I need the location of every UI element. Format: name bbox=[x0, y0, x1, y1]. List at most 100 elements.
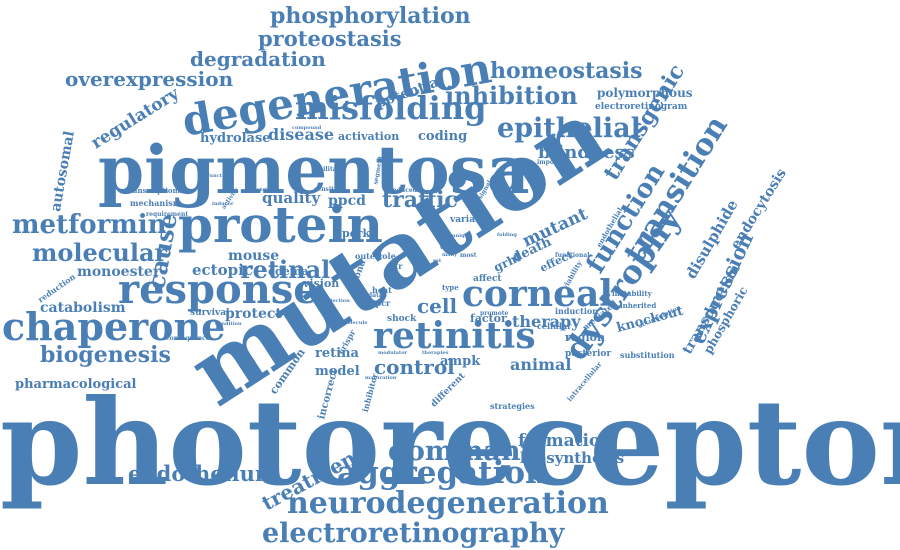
word-outer: outer bbox=[355, 250, 380, 261]
word-transcriptional: transcriptional bbox=[126, 186, 185, 196]
word-dysfunction: dysfunction bbox=[198, 173, 231, 179]
word-activation: activation bbox=[338, 130, 400, 144]
word-survival: survival bbox=[190, 307, 230, 318]
word-induced: induced bbox=[390, 187, 417, 195]
word-substitution: substitution bbox=[620, 349, 675, 360]
word-quality: quality bbox=[262, 189, 321, 207]
word-electroretinogram: electroretinogram bbox=[595, 101, 688, 112]
word-electroretinography: electroretinography bbox=[262, 518, 565, 550]
word-therapies: therapies bbox=[422, 350, 449, 356]
word-region: region bbox=[565, 331, 605, 345]
word-monoester: monoester bbox=[77, 263, 161, 280]
word-photoreceptor: photoreceptor bbox=[0, 372, 900, 512]
word-mouse: mouse bbox=[228, 247, 280, 264]
word-biogenesis: biogenesis bbox=[40, 342, 171, 369]
word-unique: unique bbox=[452, 233, 472, 239]
word-disease: disease bbox=[268, 125, 335, 145]
word-retinitis: retinitis bbox=[373, 315, 536, 358]
word-sensitive: sensitive bbox=[314, 186, 344, 194]
word-ampk: ampk bbox=[440, 353, 481, 369]
word-cellular: cellular bbox=[537, 320, 572, 331]
word-reduction: reduction bbox=[35, 270, 78, 305]
word-instability: instability bbox=[612, 289, 652, 299]
word-injection: injection bbox=[325, 298, 350, 304]
word-autosomal: autosomal bbox=[47, 129, 78, 213]
word-vision: vision bbox=[303, 277, 340, 291]
word-endothelium: endothelium bbox=[128, 461, 278, 487]
word-ppcd: ppcd bbox=[328, 192, 366, 209]
word-biosynthesis: biosynthesis bbox=[520, 449, 625, 467]
word-phosphorylation: phosphorylation bbox=[270, 3, 471, 30]
word-polymorphous: polymorphous bbox=[597, 86, 693, 101]
word-coding: coding bbox=[418, 128, 468, 144]
word-factor: factor bbox=[470, 312, 507, 326]
word-misfolding: misfolding bbox=[295, 89, 487, 128]
word-pharmacological: pharmacological bbox=[15, 376, 137, 392]
word-perk: perk bbox=[342, 227, 371, 241]
word-posterior: posterior bbox=[565, 348, 612, 359]
word-ectopic: ectopic bbox=[192, 261, 253, 279]
word-promote: promote bbox=[480, 310, 509, 318]
word-type: type bbox=[442, 283, 459, 293]
word-protein: protein bbox=[178, 195, 383, 254]
word-maturation: maturation bbox=[365, 375, 397, 381]
word-pigmentosa: pigmentosa bbox=[98, 131, 530, 210]
word-compound: compound bbox=[292, 125, 322, 131]
word-consequence: consequence bbox=[166, 335, 210, 343]
word-formation: formation bbox=[518, 431, 613, 452]
word-visual: visual bbox=[440, 245, 457, 251]
word-retinal: retinal bbox=[240, 254, 331, 284]
word-protect: protect bbox=[225, 305, 282, 322]
word-contribute: contribute bbox=[250, 187, 280, 193]
word-degradation: degradation bbox=[190, 47, 326, 71]
word-cell: cell bbox=[417, 294, 458, 318]
word-animal: animal bbox=[510, 355, 572, 375]
word-shock: shock bbox=[387, 313, 417, 324]
word-str: str bbox=[390, 260, 403, 271]
word-therapy: therapy bbox=[512, 312, 581, 332]
word-condition: condition bbox=[215, 321, 242, 327]
word-metformin: metformin bbox=[12, 210, 167, 241]
word-traffic: traffic bbox=[382, 187, 458, 214]
word-mechanism: mechanism bbox=[130, 197, 182, 208]
word-overexpression: overexpression bbox=[65, 67, 234, 91]
word-inhibition: inhibition bbox=[445, 80, 578, 110]
word-chaperone: chaperone bbox=[2, 303, 226, 349]
word-functional: functional bbox=[555, 252, 590, 260]
word-affect: affect bbox=[473, 273, 502, 284]
word-homeostasis: homeostasis bbox=[490, 58, 643, 85]
word-edema: edema bbox=[268, 265, 309, 279]
word-model: model bbox=[315, 363, 360, 379]
word-gpcr: gpcr bbox=[370, 297, 391, 308]
word-molecular: molecular bbox=[32, 237, 168, 267]
word-blindness: blindness bbox=[538, 141, 635, 163]
word-facilitate: facilitate bbox=[313, 166, 344, 174]
word-response: response bbox=[118, 266, 319, 313]
word-proteostasis: proteostasis bbox=[258, 26, 402, 52]
word-control: control bbox=[374, 355, 455, 379]
word-epithelial: epithelial bbox=[497, 113, 641, 145]
word-rat: rat bbox=[433, 258, 442, 264]
word-aggregation: aggregation bbox=[337, 455, 548, 492]
word-dominant: dominant bbox=[388, 436, 533, 468]
word-data: data bbox=[368, 292, 383, 300]
word-strategies: strategies bbox=[490, 400, 535, 411]
word-many: many bbox=[442, 252, 458, 258]
word-molecule: molecule bbox=[342, 320, 368, 326]
word-grhl: grhl bbox=[491, 250, 523, 276]
word-role: role bbox=[378, 250, 396, 261]
word-induction: induction bbox=[555, 305, 599, 316]
word-most: most bbox=[460, 252, 477, 260]
word-retina: retina bbox=[315, 345, 359, 361]
word-important: important bbox=[537, 159, 571, 167]
word-inherited: inherited bbox=[620, 301, 657, 311]
word-requirement: requirement bbox=[146, 211, 189, 219]
word-neurodegeneration: neurodegeneration bbox=[287, 486, 609, 521]
word-hydrolase: hydrolase bbox=[200, 130, 271, 146]
word-heat: heat bbox=[372, 284, 392, 295]
word-catabolism: catabolism bbox=[40, 299, 126, 316]
word-folding: folding bbox=[497, 232, 517, 238]
word-corneal: corneal bbox=[462, 273, 613, 316]
word-variant: variant bbox=[450, 214, 486, 225]
